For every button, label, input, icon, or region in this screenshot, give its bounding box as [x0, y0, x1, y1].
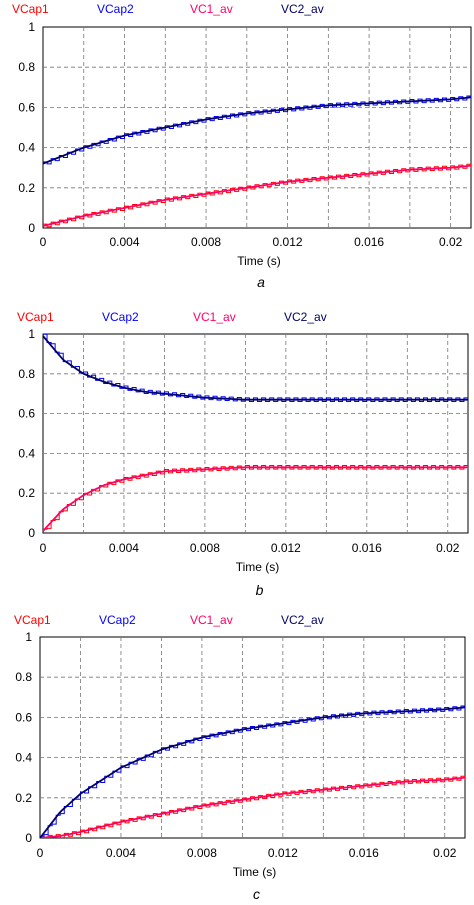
x-tick-label: 0.016	[354, 235, 384, 249]
x-tick-label: 0.008	[191, 235, 221, 249]
series-vcap1	[43, 465, 468, 530]
x-tick-label: 0.012	[271, 541, 301, 555]
legend-entry-vcap1: VCap1	[14, 613, 51, 627]
legend-entry-vc2-av: VC2_av	[281, 613, 324, 627]
legend-entry-vc1-av: VC1_av	[190, 2, 233, 16]
y-tick-label: 0.2	[18, 181, 35, 195]
x-tick-label: 0.004	[109, 541, 139, 555]
legend-entry-vc2-av: VC2_av	[284, 310, 327, 324]
y-tick-label: 0.8	[18, 367, 35, 381]
panel-label: a	[257, 274, 265, 290]
series-vc1-av	[43, 466, 468, 532]
series-vc1-av	[43, 164, 471, 227]
y-tick-label: 0.6	[18, 407, 35, 421]
legend-entry-vcap2: VCap2	[102, 310, 139, 324]
legend-entry-vc2-av: VC2_av	[281, 2, 324, 16]
x-tick-label: 0	[40, 235, 47, 249]
x-axis-title: Time (s)	[233, 865, 277, 879]
y-tick-label: 0.2	[15, 791, 32, 805]
panel-label: b	[256, 582, 264, 598]
series-vc2-av	[43, 335, 468, 401]
legend-entry-vc1-av: VC1_av	[193, 310, 236, 324]
x-tick-label: 0.012	[268, 846, 298, 860]
x-tick-label: 0.012	[273, 235, 303, 249]
y-tick-label: 0.4	[18, 141, 35, 155]
x-tick-label: 0.008	[190, 541, 220, 555]
y-tick-label: 0	[25, 831, 32, 845]
legend-entry-vcap1: VCap1	[12, 2, 49, 16]
chart-b: VCap1 VCap2 VC1_av VC2_av 0 0.2 0.4 0.6 0.8 1 0 0.0…	[17, 310, 469, 598]
y-tick-label: 1	[25, 630, 32, 644]
plot-area	[42, 333, 469, 534]
legend-entry-vc1-av: VC1_av	[190, 613, 233, 627]
series-vcap1	[40, 775, 465, 838]
y-tick-label: 0	[28, 526, 35, 540]
series-vcap1	[43, 163, 471, 228]
grid-lines	[43, 334, 468, 533]
x-tick-label: 0.004	[110, 235, 140, 249]
series-vc1-av	[40, 776, 465, 838]
legend-entry-vcap2: VCap2	[99, 613, 136, 627]
x-tick-label: 0.008	[187, 846, 217, 860]
legend-entry-vcap1: VCap1	[17, 310, 54, 324]
x-tick-label: 0.02	[433, 846, 457, 860]
y-tick-label: 0.8	[18, 60, 35, 74]
chart-a: VCap1 VCap2 VC1_av VC2_av 0 0.2 0.4 0.6 0.8 1 0 0.0…	[12, 2, 472, 290]
x-axis-title: Time (s)	[237, 254, 281, 268]
x-tick-label: 0	[37, 846, 44, 860]
x-tick-label: 0.004	[106, 846, 136, 860]
y-tick-label: 0.4	[15, 751, 32, 765]
plot-area	[39, 636, 466, 839]
x-tick-label: 0.02	[436, 541, 460, 555]
series-vc2-av	[40, 706, 465, 838]
y-tick-label: 1	[28, 327, 35, 341]
y-tick-label: 1	[28, 20, 35, 34]
plot-area	[42, 26, 472, 229]
series-vc2-av	[43, 96, 471, 165]
y-tick-label: 0.6	[18, 100, 35, 114]
x-tick-label: 0	[40, 541, 47, 555]
y-tick-label: 0.8	[15, 670, 32, 684]
x-tick-label: 0.016	[349, 846, 379, 860]
y-tick-label: 0.4	[18, 446, 35, 460]
y-tick-label: 0	[28, 221, 35, 235]
x-tick-label: 0.02	[439, 235, 463, 249]
series-vcap2	[43, 95, 471, 165]
chart-c: VCap1 VCap2 VC1_av VC2_av 0 0.2 0.4 0.6 0.8 1 0 0.0…	[14, 613, 466, 902]
x-tick-label: 0.016	[352, 541, 382, 555]
panel-label: c	[253, 886, 260, 902]
x-axis-title: Time (s)	[236, 560, 280, 574]
y-tick-label: 0.2	[18, 486, 35, 500]
y-tick-label: 0.6	[15, 710, 32, 724]
legend-entry-vcap2: VCap2	[97, 2, 134, 16]
